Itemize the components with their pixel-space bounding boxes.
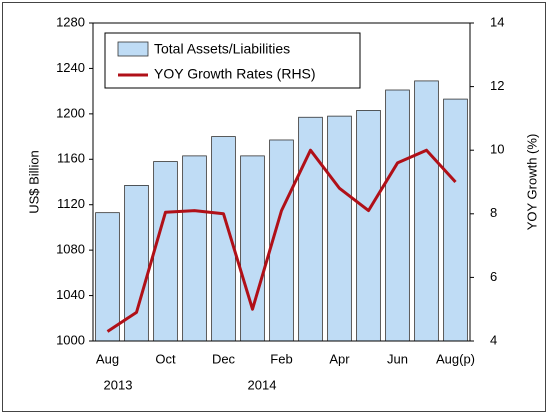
legend-swatch [117, 41, 149, 57]
legend-label: Total Assets/Liabilities [154, 41, 290, 57]
y2-tick-label: 14 [490, 14, 504, 29]
x-tick-label: Aug(p) [436, 351, 475, 366]
frame [2, 2, 546, 412]
x-tick-label: Dec [212, 351, 236, 366]
bar [327, 115, 352, 342]
y2-tick-label: 12 [490, 78, 504, 93]
y-axis-label: US$ Billion [26, 150, 41, 214]
bar [356, 110, 381, 342]
y-tick-label: 1000 [56, 332, 85, 347]
bar [95, 212, 120, 342]
legend-label: YOY Growth Rates (RHS) [154, 66, 316, 82]
year-label: 2014 [248, 377, 277, 392]
y-tick-label: 1280 [56, 14, 85, 29]
y-tick-label: 1200 [56, 105, 85, 120]
year-label: 2013 [104, 377, 133, 392]
bar [443, 98, 468, 342]
bar [385, 89, 410, 342]
y-tick-label: 1160 [57, 151, 85, 166]
y2-tick-label: 6 [490, 269, 497, 284]
bar [240, 155, 265, 342]
y-tick-label: 1040 [56, 287, 85, 302]
y2-tick-label: 8 [490, 205, 497, 220]
x-tick-label: Apr [329, 351, 350, 366]
x-tick-label: Oct [155, 351, 176, 366]
line [106, 148, 457, 333]
y-tick-label: 1240 [56, 60, 85, 75]
y-tick-label: 1080 [56, 242, 85, 257]
y-tick-label: 1120 [57, 196, 85, 211]
x-tick-label: Aug [96, 351, 119, 366]
bar [153, 161, 178, 342]
plot-area [92, 22, 471, 342]
y2-tick-label: 10 [490, 142, 504, 157]
y2-axis-label: YOY Growth (%) [524, 134, 539, 231]
bar [414, 80, 439, 342]
x-tick-label: Jun [387, 351, 408, 366]
x-tick-label: Feb [270, 351, 292, 366]
y2-tick-label: 4 [490, 332, 497, 347]
bar [182, 155, 207, 342]
